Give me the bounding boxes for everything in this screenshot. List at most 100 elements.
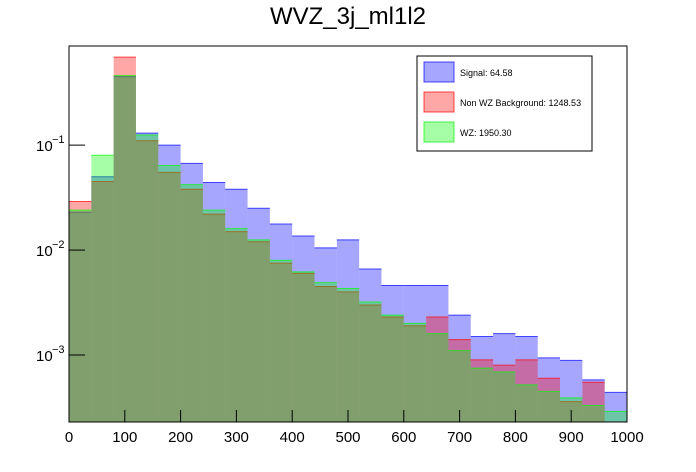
histogram-bar (314, 247, 337, 422)
histogram-bar (426, 333, 449, 422)
histogram-bar (448, 339, 471, 422)
histogram-bar (493, 365, 516, 422)
y-tick-exponent: −2 (52, 239, 65, 251)
x-tick-label: 400 (280, 429, 305, 446)
histogram-bar (180, 184, 203, 422)
histogram-bar (135, 134, 159, 422)
legend-swatch (423, 121, 455, 143)
histogram-bar (292, 236, 315, 422)
histogram-bar (180, 163, 203, 422)
histogram-bar (381, 315, 404, 422)
histogram-bar (336, 239, 360, 422)
legend-swatch (423, 91, 455, 113)
histogram-bar (403, 323, 427, 422)
histogram-bar (493, 371, 516, 422)
histogram-bar (158, 145, 181, 422)
x-tick-label: 100 (112, 429, 137, 446)
histogram-bar (314, 282, 337, 422)
y-tick-exponent: −1 (52, 134, 65, 146)
histogram-bar (269, 263, 293, 422)
histogram-bar (470, 359, 494, 422)
histogram-bar (292, 271, 315, 422)
histogram-bar (91, 176, 114, 422)
y-tick-label: 10 (36, 243, 53, 260)
histogram-bar (135, 140, 159, 423)
histogram-bar (225, 228, 248, 422)
histogram-bar (359, 304, 382, 422)
histogram-bar (202, 214, 226, 422)
histogram-bar (269, 224, 293, 422)
histogram-bar (537, 357, 561, 422)
histogram-bar (91, 181, 114, 422)
y-tick-label: 10 (36, 348, 53, 365)
histogram-bar (470, 336, 494, 422)
histogram-bar (359, 269, 382, 422)
histogram-bar (582, 379, 605, 422)
histogram-bar (493, 333, 516, 422)
histogram-bar (560, 360, 583, 422)
histogram-bar (582, 405, 605, 422)
x-tick-label: 800 (503, 429, 528, 446)
histogram-bar (69, 212, 92, 422)
histogram-bar (604, 392, 627, 422)
x-tick-label: 1000 (610, 429, 643, 446)
histogram-bar (403, 285, 427, 422)
legend-label: Non WZ Background: 1248.53 (460, 98, 581, 108)
x-tick-label: 300 (224, 429, 249, 446)
x-tick-label: 700 (447, 429, 472, 446)
legend-box (416, 55, 593, 152)
x-tick-label: 0 (65, 429, 73, 446)
histogram-bar (448, 350, 471, 422)
x-tick-label: 500 (335, 429, 360, 446)
legend-label: WZ: 1950.30 (460, 128, 512, 138)
histogram-bar (69, 210, 92, 422)
histogram-bar (515, 359, 538, 422)
legend: Signal: 64.58 Non WZ Background: 1248.53 W… (416, 55, 593, 152)
x-tick-label: 600 (391, 429, 416, 446)
histogram-bar (247, 208, 270, 422)
histogram-bar (537, 378, 561, 422)
histogram-bar (515, 336, 538, 422)
histogram-bar (426, 317, 449, 422)
histogram-bar (336, 288, 360, 422)
histogram-bar (537, 391, 561, 422)
histogram-bar (202, 210, 226, 422)
histogram-bar (560, 397, 583, 422)
histogram-bar (426, 285, 449, 422)
histogram-bar (470, 368, 494, 422)
histogram-bar (336, 291, 360, 422)
y-tick-label: 10 (36, 138, 53, 155)
histogram-bar (292, 273, 315, 422)
histogram-bar (158, 172, 181, 422)
histogram-bar (269, 260, 293, 422)
histogram-bar (403, 325, 427, 422)
histogram-bar (448, 315, 471, 422)
histogram-bar (113, 76, 136, 422)
histogram-bar (158, 165, 181, 422)
histogram-bar (69, 201, 92, 422)
x-tick-label: 900 (559, 429, 584, 446)
y-tick-exponent: −3 (52, 344, 65, 356)
histogram-bar (381, 317, 404, 422)
histogram-bar (582, 382, 605, 422)
histogram-bar (91, 155, 114, 423)
legend-label: Signal: 64.58 (460, 68, 513, 78)
histogram-bar (314, 286, 337, 422)
histogram-bar (247, 241, 270, 422)
histogram-bar (180, 189, 203, 422)
chart-title: WVZ_3j_ml1l2 (270, 3, 426, 30)
histogram-bar (135, 133, 159, 422)
legend-swatch (423, 61, 455, 83)
histogram-bar (113, 75, 136, 422)
histogram-bar (247, 239, 270, 422)
histogram-bar (202, 182, 226, 422)
histogram-bar (604, 411, 627, 422)
histogram-bar (113, 57, 136, 423)
histogram-bar (515, 384, 538, 422)
histogram-bar (381, 285, 404, 422)
histogram-bar (225, 231, 248, 422)
histogram-bar (225, 189, 248, 422)
x-tick-label: 200 (168, 429, 193, 446)
histogram-bar (359, 302, 382, 422)
